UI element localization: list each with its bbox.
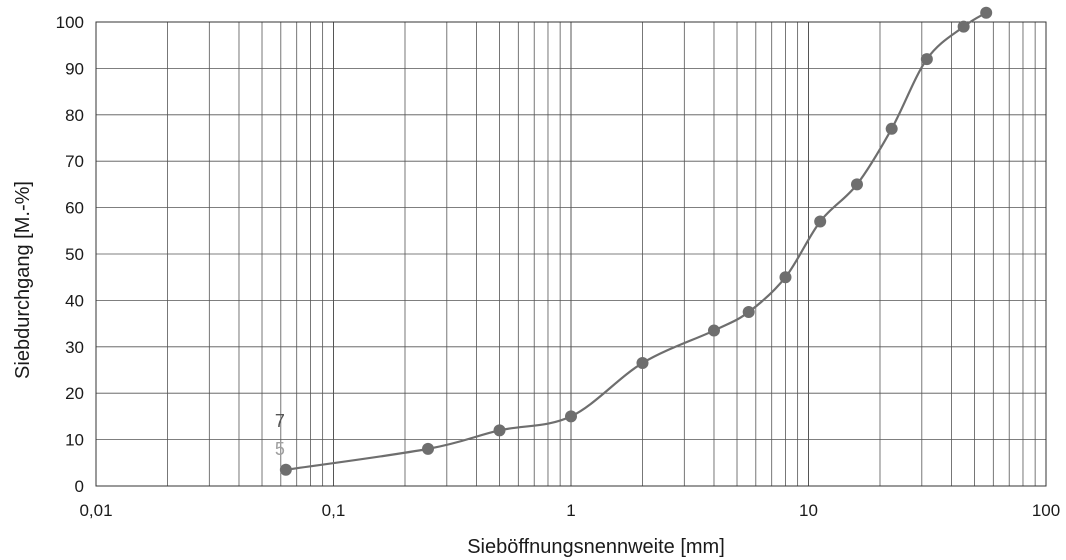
x-tick-labels: 0,01 0,1 1 10 100 (79, 501, 1060, 520)
y-tick-label: 30 (65, 338, 84, 357)
annotations: 75 (275, 411, 285, 459)
data-point (422, 442, 435, 455)
data-point (957, 20, 970, 33)
series-line (285, 11, 987, 471)
annotation-label: 5 (275, 439, 285, 459)
plot-frame (95, 21, 1047, 487)
x-tick-label: 0,01 (79, 501, 112, 520)
data-point (636, 357, 649, 370)
y-tick-label: 10 (65, 431, 84, 450)
y-tick-label: 70 (65, 152, 84, 171)
x-axis-title: Sieböffnungsnennweite [mm] (467, 536, 725, 558)
y-tick-label: 100 (56, 13, 84, 32)
x-tick-label: 1 (566, 501, 575, 520)
annotation-label: 7 (275, 411, 285, 431)
y-tick-label: 20 (65, 384, 84, 403)
series (279, 6, 993, 476)
y-tick-labels: 0 10 20 30 40 50 60 70 80 90 100 (56, 13, 84, 496)
data-point (707, 324, 720, 337)
data-point (279, 463, 292, 476)
data-point (779, 271, 792, 284)
y-tick-label: 80 (65, 106, 84, 125)
data-point (742, 306, 755, 318)
data-point (920, 53, 933, 66)
data-point (850, 178, 863, 191)
y-tick-label: 60 (65, 199, 84, 218)
data-point (980, 6, 993, 19)
data-point (493, 424, 506, 437)
y-axis-title: Siebdurchgang [M.-%] (12, 181, 34, 379)
y-tick-label: 40 (65, 291, 84, 310)
data-point (814, 215, 827, 228)
y-tick-label: 50 (65, 245, 84, 264)
y-tick-label: 0 (75, 477, 84, 496)
data-point (565, 410, 577, 423)
y-tick-label: 90 (65, 59, 84, 78)
x-tick-label: 100 (1032, 501, 1060, 520)
x-tick-label: 10 (799, 501, 818, 520)
data-point (885, 122, 898, 135)
x-tick-label: 0,1 (322, 501, 346, 520)
